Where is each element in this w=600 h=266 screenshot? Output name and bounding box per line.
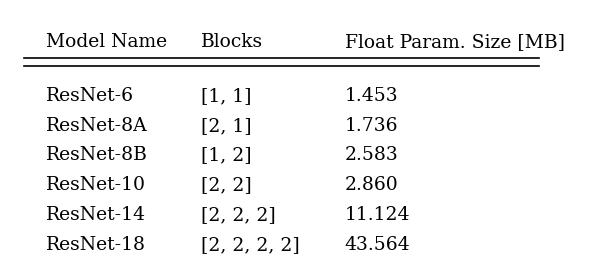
Text: Model Name: Model Name [46,33,167,51]
Text: [2, 2, 2]: [2, 2, 2] [201,206,275,224]
Text: 43.564: 43.564 [345,236,410,254]
Text: ResNet-14: ResNet-14 [46,206,146,224]
Text: [2, 1]: [2, 1] [201,117,251,135]
Text: [2, 2, 2, 2]: [2, 2, 2, 2] [201,236,299,254]
Text: Blocks: Blocks [201,33,263,51]
Text: ResNet-8B: ResNet-8B [46,146,148,164]
Text: 1.736: 1.736 [345,117,398,135]
Text: 11.124: 11.124 [345,206,410,224]
Text: [1, 2]: [1, 2] [201,146,251,164]
Text: [1, 1]: [1, 1] [201,87,251,105]
Text: [2, 2]: [2, 2] [201,176,251,194]
Text: 2.583: 2.583 [345,146,398,164]
Text: 2.860: 2.860 [345,176,398,194]
Text: Float Param. Size [MB]: Float Param. Size [MB] [345,33,565,51]
Text: ResNet-6: ResNet-6 [46,87,134,105]
Text: 1.453: 1.453 [345,87,398,105]
Text: ResNet-8A: ResNet-8A [46,117,148,135]
Text: ResNet-18: ResNet-18 [46,236,146,254]
Text: ResNet-10: ResNet-10 [46,176,146,194]
